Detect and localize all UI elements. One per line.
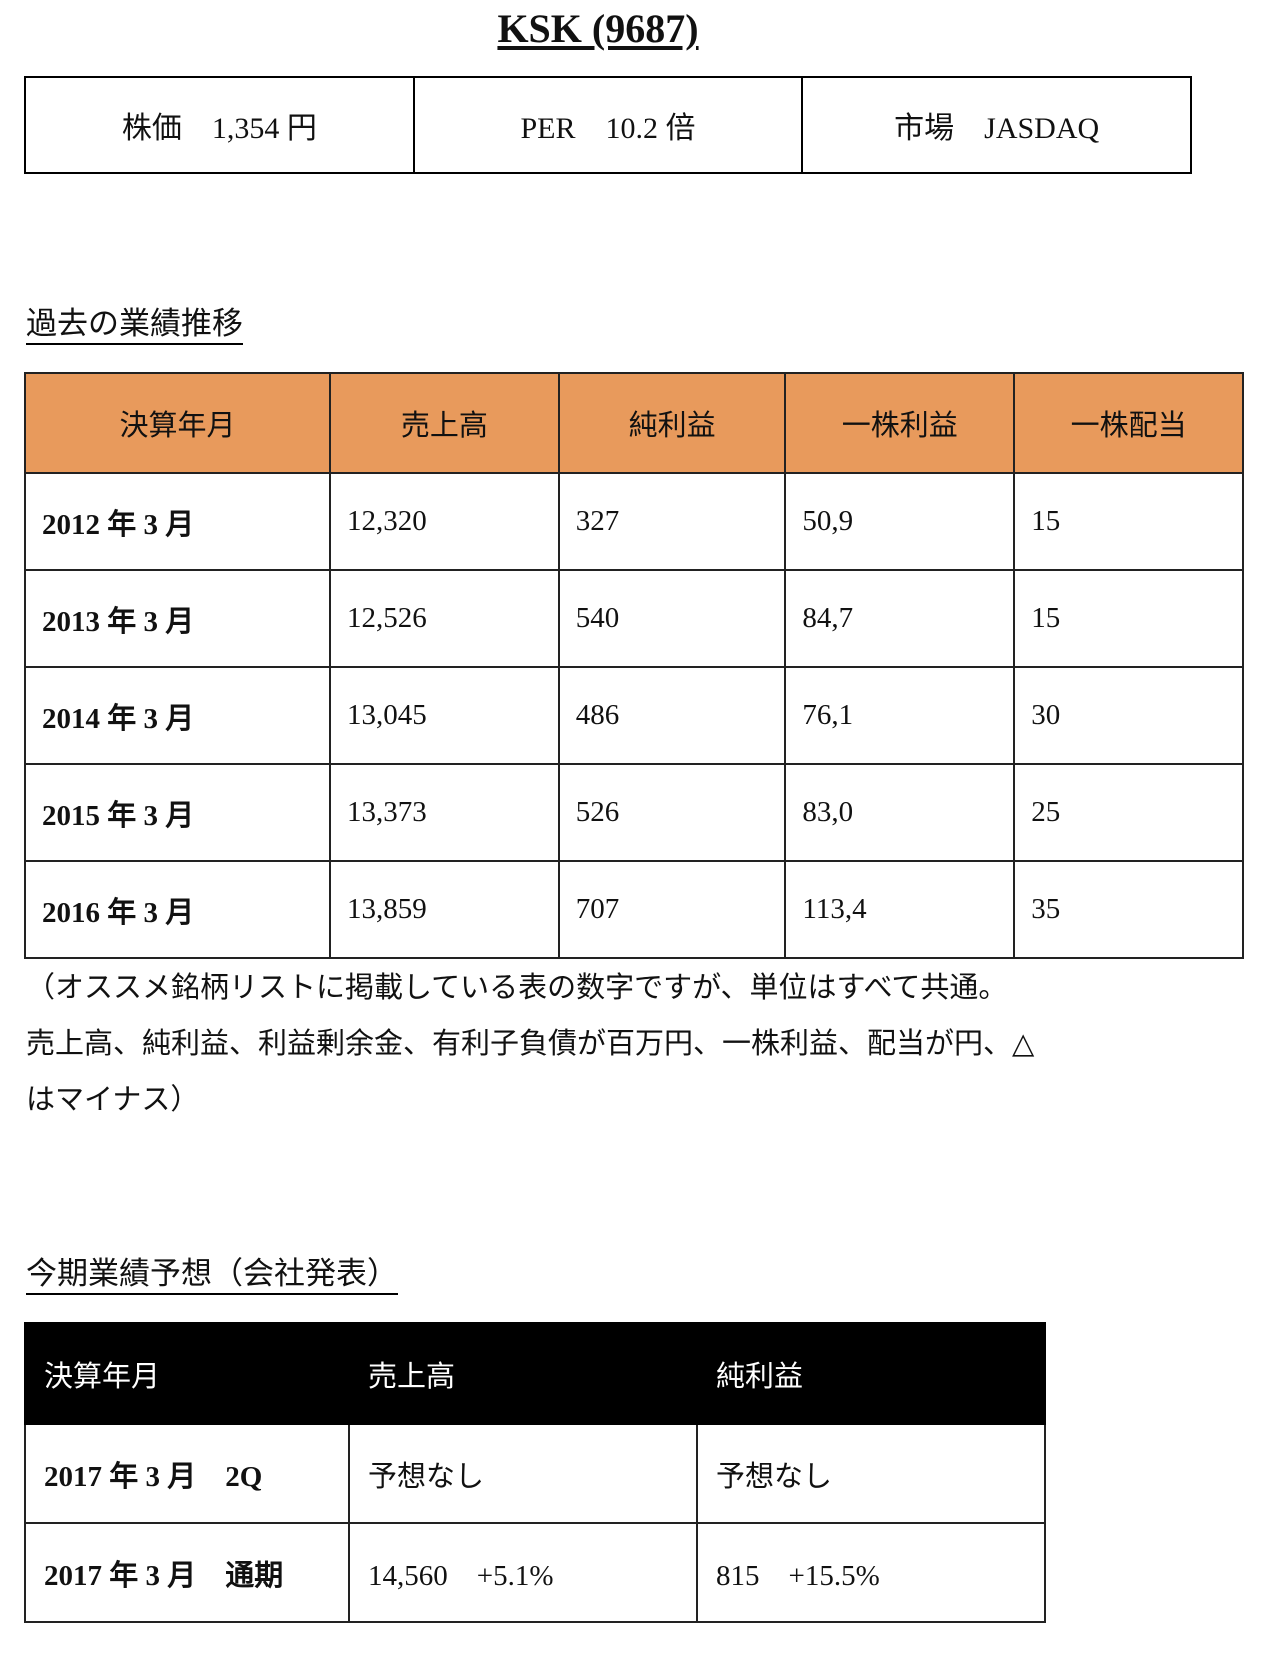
- cell-net-income: 526: [557, 763, 787, 862]
- table-row: 2013 年 3 月 12,526 540 84,7 15: [23, 569, 1244, 668]
- cell-sales: 13,045: [329, 666, 560, 765]
- cell-period: 2017 年 3 月 2Q: [24, 1423, 350, 1524]
- cell-period: 2015 年 3 月: [23, 763, 332, 862]
- cell-dividend: 25: [1013, 763, 1244, 862]
- cell-sales: 14,560 +5.1%: [348, 1522, 698, 1623]
- cell-period: 2012 年 3 月: [23, 472, 332, 571]
- cell-sales: 13,859: [329, 860, 560, 959]
- table-row: 2016 年 3 月 13,859 707 113,4 35: [23, 860, 1244, 959]
- cell-net-income: 486: [557, 666, 787, 765]
- col-header-period: 決算年月: [24, 1322, 350, 1425]
- col-header-dividend: 一株配当: [1013, 372, 1244, 474]
- page-title: KSK (9687): [497, 6, 699, 51]
- cell-period: 2016 年 3 月: [23, 860, 332, 959]
- cell-eps: 76,1: [784, 666, 1016, 765]
- cell-dividend: 15: [1013, 569, 1244, 668]
- history-heading: 過去の業績推移: [26, 306, 243, 345]
- cell-net-income: 327: [557, 472, 787, 571]
- table-row: 2012 年 3 月 12,320 327 50,9 15: [23, 472, 1244, 571]
- table-row: 2017 年 3 月 2Q 予想なし 予想なし: [24, 1423, 1046, 1524]
- cell-dividend: 30: [1013, 666, 1244, 765]
- note-line: （オススメ銘柄リストに掲載している表の数字ですが、単位はすべて共通。: [26, 972, 1008, 1004]
- table-row: 2015 年 3 月 13,373 526 83,0 25: [23, 763, 1244, 862]
- cell-eps: 83,0: [784, 763, 1016, 862]
- forecast-header-row: 決算年月 売上高 純利益: [24, 1322, 1046, 1425]
- cell-dividend: 35: [1013, 860, 1244, 959]
- cell-period: 2013 年 3 月: [23, 569, 332, 668]
- col-header-sales: 売上高: [348, 1322, 698, 1425]
- cell-dividend: 15: [1013, 472, 1244, 571]
- cell-net-income: 540: [557, 569, 787, 668]
- stock-market: 市場 JASDAQ: [894, 112, 1100, 145]
- col-header-eps: 一株利益: [784, 372, 1016, 474]
- col-header-net-income: 純利益: [696, 1322, 1046, 1425]
- note-line: 売上高、純利益、利益剰余金、有利子負債が百万円、一株利益、配当が円、△: [26, 1028, 1035, 1060]
- cell-sales: 12,526: [329, 569, 560, 668]
- cell-sales: 予想なし: [348, 1423, 698, 1524]
- forecast-heading: 今期業績予想（会社発表）: [26, 1256, 398, 1295]
- forecast-table: 決算年月 売上高 純利益 2017 年 3 月 2Q 予想なし 予想なし 201…: [24, 1322, 1046, 1623]
- history-header-row: 決算年月 売上高 純利益 一株利益 一株配当: [23, 372, 1244, 474]
- cell-eps: 50,9: [784, 472, 1016, 571]
- stock-info-box: 株価 1,354 円 PER 10.2 倍 市場 JASDAQ: [24, 76, 1192, 174]
- cell-sales: 12,320: [329, 472, 560, 571]
- table-row: 2017 年 3 月 通期 14,560 +5.1% 815 +15.5%: [24, 1522, 1046, 1623]
- col-header-net-income: 純利益: [557, 372, 787, 474]
- cell-eps: 113,4: [784, 860, 1016, 959]
- cell-period: 2017 年 3 月 通期: [24, 1522, 350, 1623]
- cell-sales: 13,373: [329, 763, 560, 862]
- units-note: （オススメ銘柄リストに掲載している表の数字ですが、単位はすべて共通。 売上高、純…: [26, 960, 1226, 1128]
- cell-period: 2014 年 3 月: [23, 666, 332, 765]
- cell-net-income: 707: [557, 860, 787, 959]
- col-header-period: 決算年月: [23, 372, 332, 474]
- table-row: 2014 年 3 月 13,045 486 76,1 30: [23, 666, 1244, 765]
- stock-price: 株価 1,354 円: [26, 78, 415, 172]
- stock-per: PER 10.2 倍: [415, 78, 804, 172]
- note-line: はマイナス）: [26, 1084, 200, 1116]
- col-header-sales: 売上高: [329, 372, 560, 474]
- cell-net-income: 予想なし: [696, 1423, 1046, 1524]
- cell-eps: 84,7: [784, 569, 1016, 668]
- history-table: 決算年月 売上高 純利益 一株利益 一株配当 2012 年 3 月 12,320…: [23, 372, 1244, 959]
- cell-net-income: 815 +15.5%: [696, 1522, 1046, 1623]
